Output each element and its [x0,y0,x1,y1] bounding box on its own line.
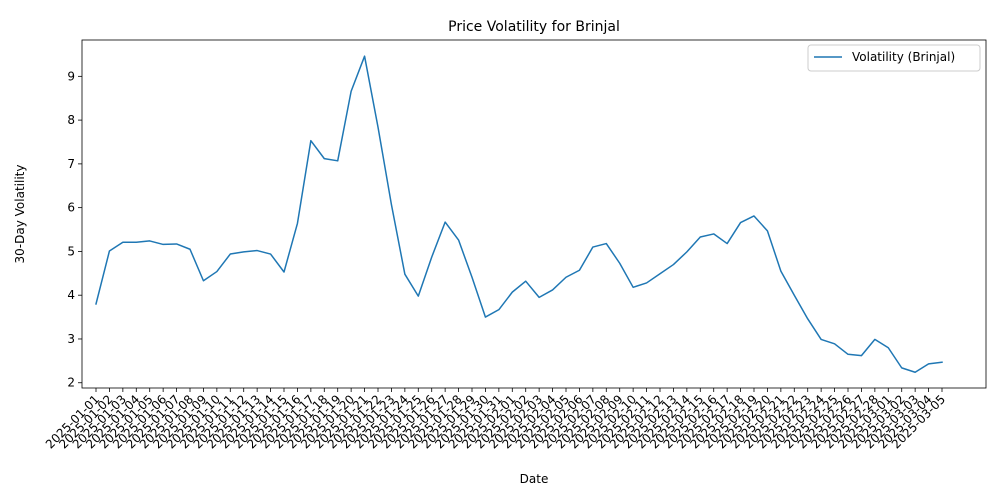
chart-title: Price Volatility for Brinjal [448,19,620,35]
plot-area-frame [81,39,987,389]
y-tick-label: 8 [67,113,75,127]
series-line-volatility [95,55,943,373]
x-axis-label: Date [520,472,549,486]
legend: Volatility (Brinjal) [807,44,981,72]
y-tick-label: 6 [67,201,75,215]
y-tick-label: 2 [67,376,75,390]
y-axis-ticks: 2 3 4 5 6 7 8 9 [67,69,82,390]
y-tick-label: 5 [67,244,75,258]
legend-box [807,44,981,72]
y-tick-label: 3 [67,332,75,346]
y-tick-label: 7 [67,157,75,171]
y-tick-label: 9 [67,69,75,83]
y-tick-label: 4 [67,288,75,302]
legend-label-volatility: Volatility (Brinjal) [852,50,955,64]
y-axis-label: 30-Day Volatility [13,165,27,264]
